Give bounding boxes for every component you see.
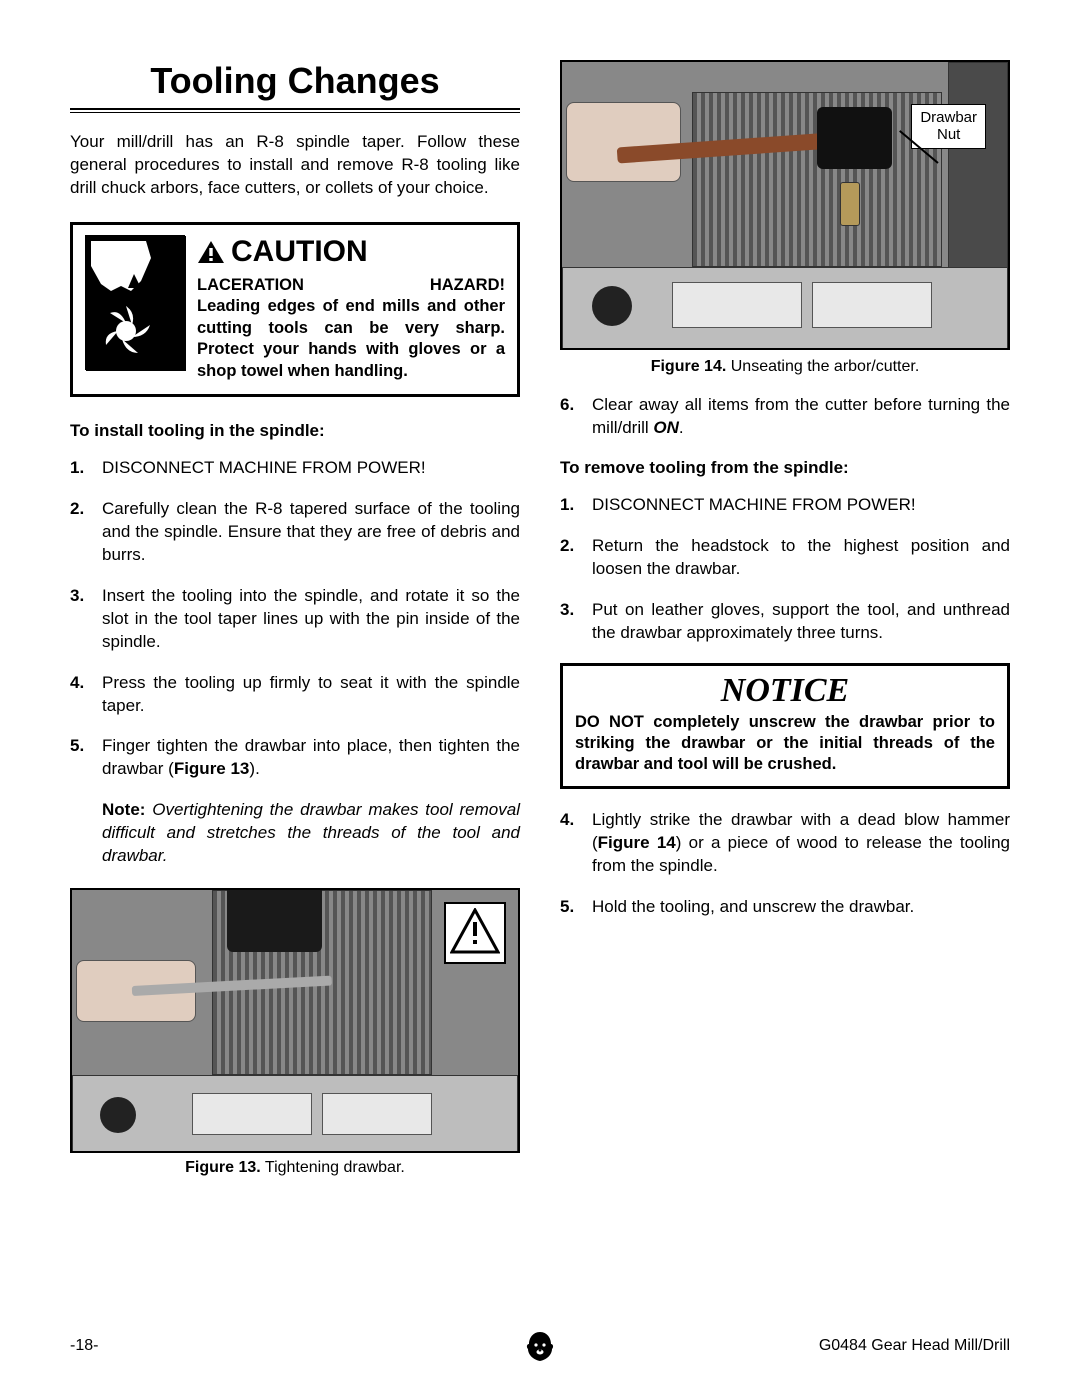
install-step: DISCONNECT MACHINE FROM POWER!: [70, 457, 520, 480]
figure-14-caption: Figure 14. Unseating the arbor/cutter.: [560, 358, 1010, 376]
notice-body: DO NOT completely unscrew the drawbar pr…: [575, 712, 995, 776]
install-step: Insert the tooling into the spindle, and…: [70, 585, 520, 654]
caution-body: LACERATIONHAZARD! Leading edges of end m…: [197, 275, 505, 382]
caution-heading: CAUTION: [231, 235, 368, 269]
warning-triangle-icon: [197, 240, 225, 264]
figure-13-caption: Figure 13. Tightening drawbar.: [70, 1159, 520, 1177]
laceration-hazard-icon: [85, 235, 185, 370]
remove-step: DISCONNECT MACHINE FROM POWER!: [560, 494, 1010, 517]
install-heading: To install tooling in the spindle:: [70, 421, 520, 441]
intro-paragraph: Your mill/drill has an R-8 spindle taper…: [70, 131, 520, 200]
install-note: Note: Overtightening the drawbar makes t…: [70, 799, 520, 868]
remove-step: Hold the tooling, and unscrew the drawba…: [560, 896, 1010, 919]
install-steps: DISCONNECT MACHINE FROM POWER! Carefully…: [70, 457, 520, 781]
figure-13: [70, 888, 520, 1153]
page-footer: -18- G0484 Gear Head Mill/Drill: [70, 1337, 1010, 1355]
doc-title: G0484 Gear Head Mill/Drill: [819, 1337, 1010, 1355]
grizzly-logo-icon: [523, 1329, 557, 1363]
remove-step: Lightly strike the drawbar with a dead b…: [560, 809, 1010, 878]
remove-steps-a: DISCONNECT MACHINE FROM POWER! Return th…: [560, 494, 1010, 645]
pinch-warning-icon: [444, 902, 506, 964]
remove-step: Return the headstock to the highest posi…: [560, 535, 1010, 581]
install-step: Clear away all items from the cutter bef…: [560, 394, 1010, 440]
notice-box: NOTICE DO NOT completely unscrew the dra…: [560, 663, 1010, 789]
install-step: Press the tooling up firmly to seat it w…: [70, 672, 520, 718]
remove-heading: To remove tooling from the spindle:: [560, 458, 1010, 478]
figure-14: DrawbarNut: [560, 60, 1010, 350]
remove-step: Put on leather gloves, support the tool,…: [560, 599, 1010, 645]
install-steps-cont: Clear away all items from the cutter bef…: [560, 394, 1010, 440]
title-rule: [70, 108, 520, 113]
install-step: Finger tighten the drawbar into place, t…: [70, 735, 520, 781]
figure-14-callout: DrawbarNut: [911, 104, 986, 149]
install-step: Carefully clean the R-8 tapered surface …: [70, 498, 520, 567]
remove-steps-b: Lightly strike the drawbar with a dead b…: [560, 809, 1010, 919]
notice-title: NOTICE: [575, 672, 995, 710]
caution-box: CAUTION LACERATIONHAZARD! Leading edges …: [70, 222, 520, 397]
section-title: Tooling Changes: [70, 60, 520, 102]
page-number: -18-: [70, 1337, 98, 1355]
